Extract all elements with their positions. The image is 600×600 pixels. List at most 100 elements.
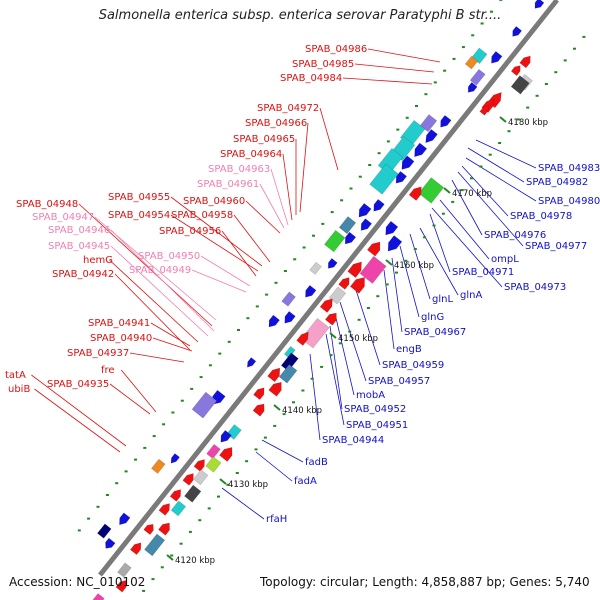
reverse-callout <box>409 233 431 300</box>
reverse-gene-shape <box>323 229 346 253</box>
forward-gene <box>253 387 265 401</box>
reverse-gene-shape <box>338 216 357 235</box>
reverse-gene <box>512 25 523 37</box>
reverse-gene-shape <box>401 155 415 170</box>
tick-mark <box>274 281 278 284</box>
reverse-gene <box>97 523 112 539</box>
reverse-gene-shape <box>119 512 131 526</box>
tick-mark <box>573 47 576 50</box>
tick-mark <box>395 271 398 274</box>
tick-mark <box>368 164 372 166</box>
forward-strand-labels: SPAB_04986 SPAB_04985 SPAB_04984 SPAB_04972… <box>5 44 367 395</box>
tick-mark <box>385 283 389 286</box>
tick-mark <box>198 519 202 522</box>
forward-gene-shape <box>324 312 337 326</box>
tick-mark <box>330 211 334 214</box>
forward-gene-label: SPAB_04960 <box>183 196 245 207</box>
reverse-gene-shape <box>309 261 322 275</box>
tick-mark <box>321 222 325 225</box>
tick-mark <box>507 130 511 133</box>
forward-callout <box>259 183 285 229</box>
tick-mark <box>302 246 306 249</box>
scale-tick <box>385 259 393 266</box>
tick-mark <box>348 330 352 333</box>
tick-mark <box>226 483 230 486</box>
forward-gene-label: SPAB_04940 <box>90 333 152 344</box>
forward-gene-shape <box>359 255 387 284</box>
forward-gene-label: SPAB_04966 <box>245 118 307 129</box>
forward-gene <box>129 542 142 556</box>
reverse-gene <box>170 453 180 464</box>
reverse-gene <box>151 458 166 474</box>
reverse-gene-label: fadA <box>294 476 317 487</box>
tick-mark <box>207 507 211 510</box>
forward-gene-shape <box>193 469 209 486</box>
tick-mark <box>255 305 259 308</box>
forward-gene-label: SPAB_04963 <box>208 164 270 175</box>
reverse-gene-shape <box>305 284 317 298</box>
forward-gene-shape <box>184 484 202 503</box>
scale-tick <box>273 404 281 411</box>
tick-mark <box>218 352 222 355</box>
tick-mark <box>443 69 447 72</box>
forward-gene <box>359 255 387 284</box>
tick-mark <box>526 106 530 109</box>
reverse-callout <box>309 353 321 441</box>
reverse-gene-shape <box>281 291 296 307</box>
reverse-callout <box>325 333 345 426</box>
reverse-gene-label: mobA <box>356 390 385 401</box>
tick-mark <box>498 142 502 144</box>
forward-gene <box>510 75 530 95</box>
reverse-gene-label: SPAB_04976 <box>484 230 546 241</box>
forward-gene-shape <box>283 345 296 359</box>
forward-gene <box>184 484 202 503</box>
forward-gene-shape <box>510 75 530 95</box>
forward-gene <box>347 261 362 278</box>
reverse-gene-shape <box>344 231 357 245</box>
reverse-gene <box>281 291 296 307</box>
forward-callout <box>78 203 213 327</box>
forward-gene-label: SPAB_04947 <box>32 212 94 223</box>
reverse-callout <box>439 199 490 260</box>
forward-gene-label: SPAB_04955 <box>108 192 170 203</box>
scale-label: 4130 kbp <box>228 480 268 490</box>
forward-gene-label: SPAB_04954 <box>108 210 170 221</box>
forward-callout <box>299 122 309 213</box>
forward-gene-label: SPAB_04961 <box>197 179 259 190</box>
tick-mark <box>246 317 250 320</box>
tick-mark <box>470 177 473 180</box>
forward-callout <box>282 153 293 221</box>
forward-gene-shape <box>158 522 170 536</box>
tick-mark <box>115 482 119 485</box>
forward-gene <box>220 429 232 443</box>
tick-mark <box>208 364 212 367</box>
forward-gene-shape <box>193 459 205 472</box>
forward-gene-label: SPAB_04941 <box>88 318 150 329</box>
tick-mark <box>535 94 539 97</box>
forward-gene <box>182 473 194 486</box>
tick-mark <box>105 494 109 496</box>
forward-gene <box>479 105 489 116</box>
tick-mark <box>452 57 456 60</box>
reverse-gene-label: SPAB_04973 <box>504 282 566 293</box>
reverse-gene-label: SPAB_04951 <box>346 420 408 431</box>
forward-gene-shape <box>510 65 521 77</box>
forward-gene-shape <box>408 186 422 201</box>
forward-gene-shape <box>267 367 281 383</box>
forward-gene <box>193 459 205 472</box>
reverse-gene-label: SPAB_04971 <box>452 267 514 278</box>
forward-gene <box>319 298 333 313</box>
reverse-gene <box>358 202 372 218</box>
scale-label: 4140 kbp <box>282 406 322 416</box>
forward-gene-label: ubiB <box>8 384 30 395</box>
forward-gene-shape <box>418 177 445 204</box>
reverse-gene-label: SPAB_04957 <box>368 376 430 387</box>
tick-mark <box>273 424 277 427</box>
forward-gene-shape <box>90 593 105 600</box>
tick-mark <box>87 517 91 520</box>
tick-mark <box>554 71 558 74</box>
reverse-gene-label: SPAB_04944 <box>322 435 384 446</box>
forward-gene-label: SPAB_04935 <box>47 379 109 390</box>
